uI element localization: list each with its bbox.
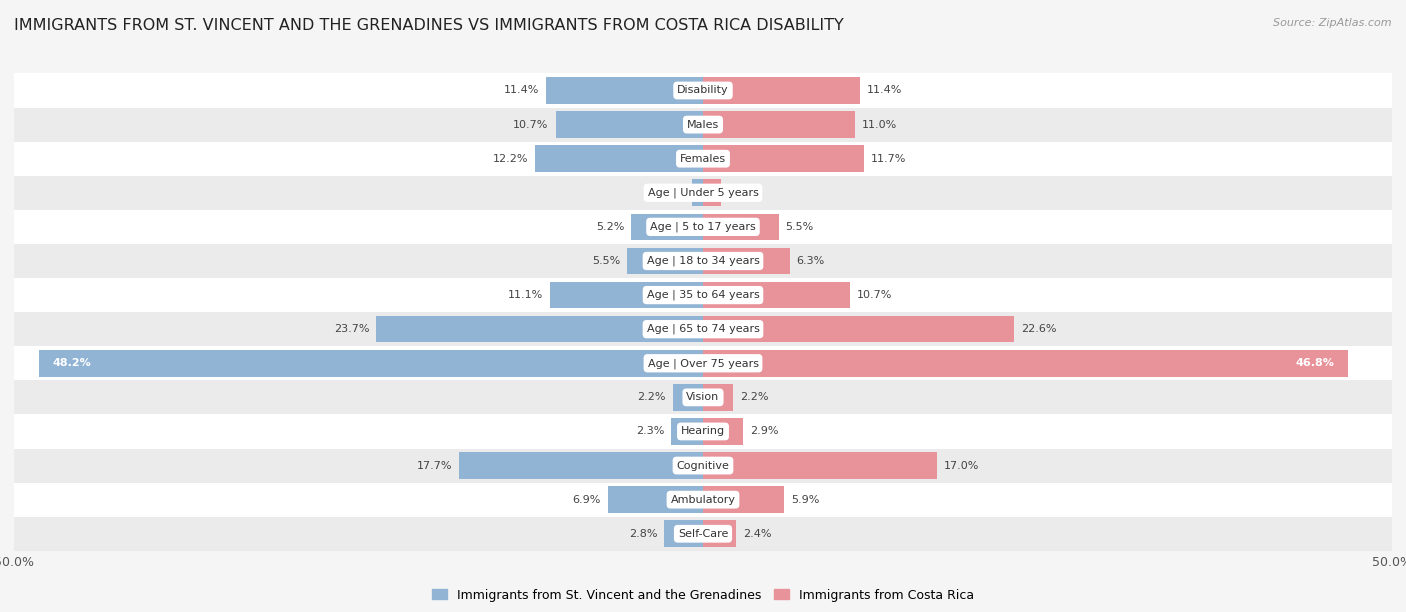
Text: 23.7%: 23.7%	[335, 324, 370, 334]
Bar	[14, 210, 1392, 244]
Bar	[703, 520, 737, 547]
Bar	[14, 380, 1392, 414]
Text: 5.2%: 5.2%	[596, 222, 624, 232]
Legend: Immigrants from St. Vincent and the Grenadines, Immigrants from Costa Rica: Immigrants from St. Vincent and the Gren…	[427, 584, 979, 606]
Bar	[14, 73, 1392, 108]
Text: Disability: Disability	[678, 86, 728, 95]
Bar	[546, 77, 703, 104]
Text: 0.79%: 0.79%	[650, 188, 685, 198]
Text: Vision: Vision	[686, 392, 720, 402]
Bar	[555, 111, 703, 138]
Bar	[703, 111, 855, 138]
Text: 10.7%: 10.7%	[858, 290, 893, 300]
Bar	[14, 449, 1392, 483]
Text: 5.5%: 5.5%	[592, 256, 620, 266]
Bar	[703, 418, 742, 445]
Text: 17.7%: 17.7%	[416, 461, 453, 471]
Text: Age | 35 to 64 years: Age | 35 to 64 years	[647, 290, 759, 300]
Text: 11.1%: 11.1%	[508, 290, 543, 300]
Bar	[703, 384, 734, 411]
Text: 2.2%: 2.2%	[740, 392, 769, 402]
Bar	[672, 384, 703, 411]
Text: 11.4%: 11.4%	[868, 86, 903, 95]
Bar	[627, 248, 703, 274]
Text: 2.4%: 2.4%	[742, 529, 772, 539]
Text: 11.0%: 11.0%	[862, 119, 897, 130]
Bar	[14, 414, 1392, 449]
Bar	[39, 350, 703, 376]
Bar	[14, 483, 1392, 517]
Text: 46.8%: 46.8%	[1295, 358, 1334, 368]
Text: 5.5%: 5.5%	[786, 222, 814, 232]
Text: 48.2%: 48.2%	[52, 358, 91, 368]
Bar	[14, 312, 1392, 346]
Text: IMMIGRANTS FROM ST. VINCENT AND THE GRENADINES VS IMMIGRANTS FROM COSTA RICA DIS: IMMIGRANTS FROM ST. VINCENT AND THE GREN…	[14, 18, 844, 34]
Text: 11.7%: 11.7%	[872, 154, 907, 163]
Bar	[534, 146, 703, 172]
Text: 2.8%: 2.8%	[628, 529, 658, 539]
Bar	[14, 517, 1392, 551]
Bar	[703, 316, 1014, 343]
Text: Males: Males	[688, 119, 718, 130]
Bar	[14, 278, 1392, 312]
Bar	[703, 179, 721, 206]
Bar	[703, 282, 851, 308]
Text: 11.4%: 11.4%	[503, 86, 538, 95]
Text: Age | Under 5 years: Age | Under 5 years	[648, 187, 758, 198]
Text: 2.9%: 2.9%	[749, 427, 779, 436]
Text: Source: ZipAtlas.com: Source: ZipAtlas.com	[1274, 18, 1392, 28]
Bar	[692, 179, 703, 206]
Bar	[703, 452, 938, 479]
Text: 2.2%: 2.2%	[637, 392, 666, 402]
Bar	[14, 176, 1392, 210]
Text: Hearing: Hearing	[681, 427, 725, 436]
Text: Cognitive: Cognitive	[676, 461, 730, 471]
Text: 5.9%: 5.9%	[792, 494, 820, 505]
Bar	[703, 214, 779, 240]
Bar	[631, 214, 703, 240]
Text: 1.3%: 1.3%	[728, 188, 756, 198]
Bar	[377, 316, 703, 343]
Text: Age | Over 75 years: Age | Over 75 years	[648, 358, 758, 368]
Text: 12.2%: 12.2%	[492, 154, 529, 163]
Bar	[460, 452, 703, 479]
Bar	[14, 346, 1392, 380]
Text: 6.3%: 6.3%	[797, 256, 825, 266]
Text: 17.0%: 17.0%	[945, 461, 980, 471]
Bar	[703, 146, 865, 172]
Bar	[703, 77, 860, 104]
Bar	[550, 282, 703, 308]
Bar	[703, 487, 785, 513]
Bar	[14, 141, 1392, 176]
Text: Age | 65 to 74 years: Age | 65 to 74 years	[647, 324, 759, 334]
Bar	[607, 487, 703, 513]
Text: 22.6%: 22.6%	[1021, 324, 1057, 334]
Text: Self-Care: Self-Care	[678, 529, 728, 539]
Text: 2.3%: 2.3%	[636, 427, 665, 436]
Text: 10.7%: 10.7%	[513, 119, 548, 130]
Text: Age | 5 to 17 years: Age | 5 to 17 years	[650, 222, 756, 232]
Bar	[671, 418, 703, 445]
Text: Ambulatory: Ambulatory	[671, 494, 735, 505]
Bar	[703, 248, 790, 274]
Text: 6.9%: 6.9%	[572, 494, 600, 505]
Bar	[665, 520, 703, 547]
Text: Age | 18 to 34 years: Age | 18 to 34 years	[647, 256, 759, 266]
Bar	[14, 108, 1392, 141]
Bar	[14, 244, 1392, 278]
Text: Females: Females	[681, 154, 725, 163]
Bar	[703, 350, 1348, 376]
